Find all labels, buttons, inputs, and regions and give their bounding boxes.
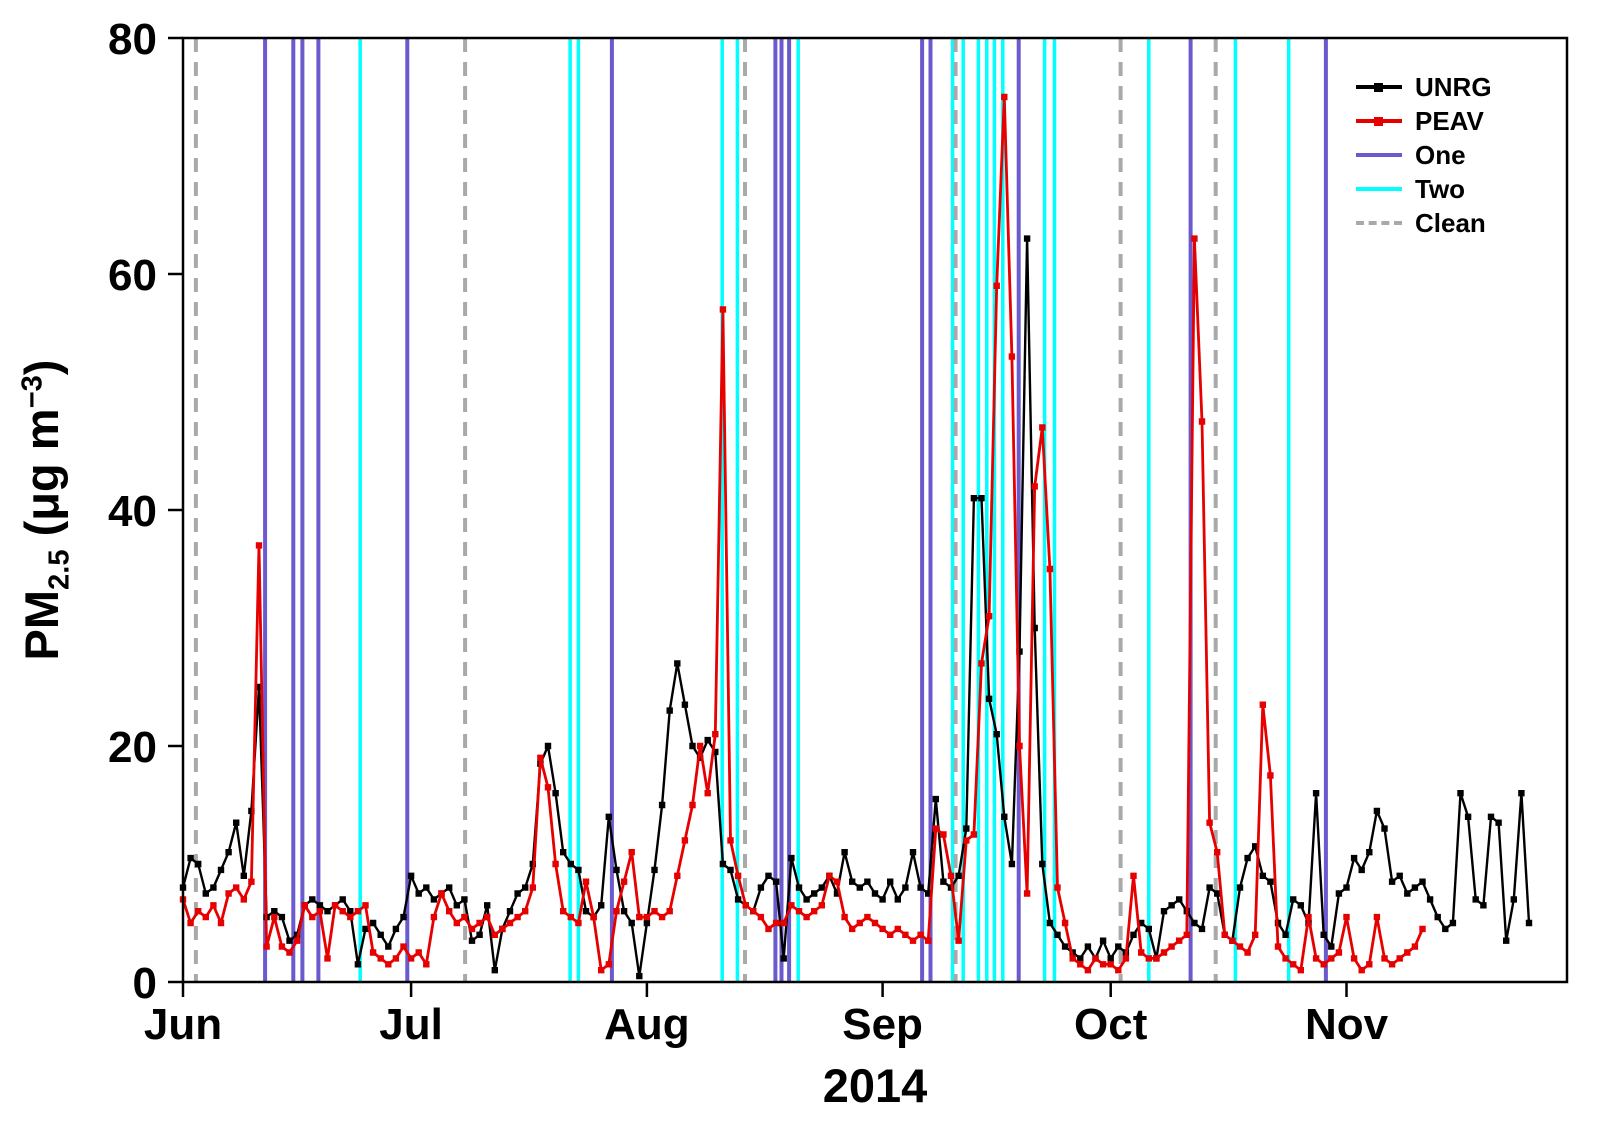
legend-label-peav: PEAV (1415, 106, 1484, 136)
y-axis-label-units: (μg m (15, 408, 68, 550)
x-tick-label: Aug (604, 1000, 690, 1049)
series-markers-unrg (179, 235, 1533, 980)
y-axis-label-prefix: PM (15, 589, 68, 661)
series-markers-peav (179, 93, 1426, 974)
y-axis-label-subscript: 2.5 (43, 549, 76, 590)
legend-item-unrg: UNRG (1356, 74, 1492, 100)
x-tick-label: Jun (144, 1000, 222, 1049)
y-tick-label: 60 (108, 251, 157, 300)
legend-item-one: One (1356, 142, 1492, 168)
legend-label-clean: Clean (1415, 208, 1486, 238)
x-tick-label: Oct (1074, 1000, 1148, 1049)
y-axis-label-superscript: −3 (16, 375, 49, 409)
legend-line-sample-peav (1356, 116, 1402, 126)
legend-line-sample-clean (1356, 221, 1402, 225)
x-tick-label: Nov (1305, 1000, 1389, 1049)
square-marker-icon (1374, 116, 1383, 126)
legend-label-one: One (1415, 140, 1466, 170)
y-tick-label: 20 (108, 723, 157, 772)
square-marker-icon (1374, 82, 1383, 92)
legend: UNRG PEAV One Two Clean (1356, 74, 1492, 244)
x-tick-label: Jul (379, 1000, 443, 1049)
y-tick-label: 80 (108, 15, 157, 64)
legend-line-sample-unrg (1356, 82, 1402, 92)
legend-label-two: Two (1415, 174, 1466, 204)
x-tick-label: Sep (842, 1000, 923, 1049)
y-tick-label: 0 (133, 959, 157, 1008)
legend-item-peav: PEAV (1356, 108, 1492, 134)
y-axis-label-close: ) (15, 359, 68, 376)
y-tick-label: 40 (108, 487, 157, 536)
legend-item-two: Two (1356, 176, 1492, 202)
y-axis-label: PM2.5 (μg m−3) (14, 275, 76, 745)
legend-line-sample-one (1356, 153, 1402, 157)
series-line-unrg (181, 237, 1531, 978)
x-axis-title: 2014 (822, 1059, 928, 1112)
legend-label-unrg: UNRG (1415, 72, 1492, 102)
legend-item-clean: Clean (1356, 210, 1492, 236)
legend-line-sample-two (1356, 187, 1402, 191)
